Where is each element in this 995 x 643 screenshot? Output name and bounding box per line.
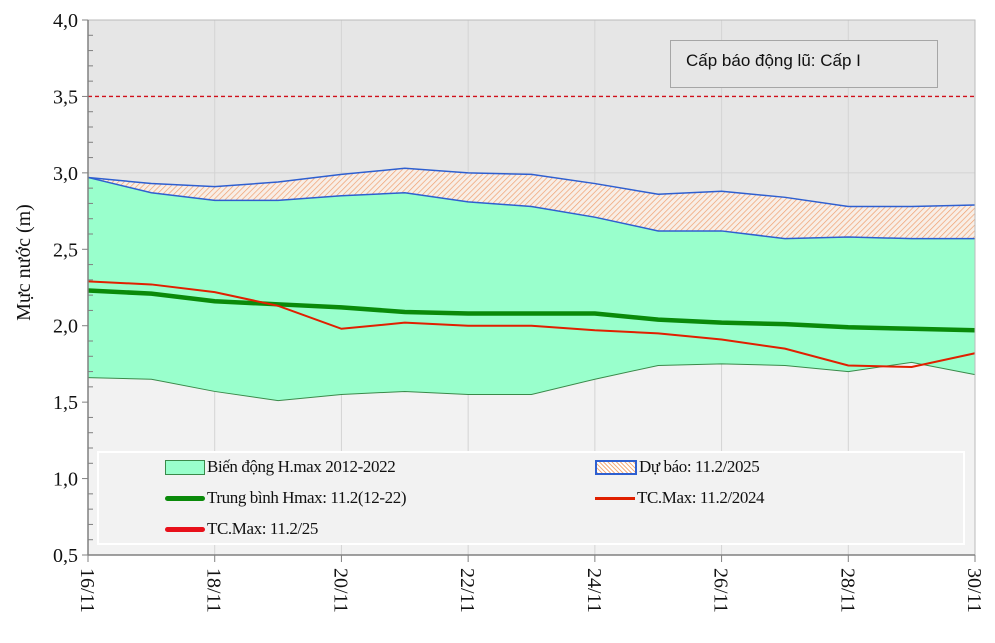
legend-label: Dự báo: 11.2/2025 xyxy=(639,457,760,476)
x-tick-label: 26/11 xyxy=(710,568,732,613)
y-tick-label: 1,5 xyxy=(53,392,78,414)
legend-item-forecast: Dự báo: 11.2/2025 xyxy=(595,457,760,477)
y-tick-label: 0,5 xyxy=(53,545,78,567)
alarm-level-label: Cấp báo động lũ: Cấp I xyxy=(670,40,938,88)
legend-swatch-2024 xyxy=(595,496,635,500)
x-tick-label: 22/11 xyxy=(456,568,478,613)
legend-item-average: Trung bình Hmax: 11.2(12-22) xyxy=(165,488,406,508)
legend-item-2024: TC.Max: 11.2/2024 xyxy=(595,488,765,508)
legend-swatch-forecast xyxy=(595,459,637,475)
legend-swatch-2025 xyxy=(165,526,205,532)
y-tick-label: 4,0 xyxy=(53,10,78,32)
average-hmax-line xyxy=(87,288,976,333)
variation-band-lower-line xyxy=(87,361,976,402)
y-tick-label: 1,0 xyxy=(53,469,78,491)
forecast-area xyxy=(88,168,975,239)
legend-label: TC.Max: 11.2/2024 xyxy=(637,488,765,507)
y-axis-label: Mực nước (m) xyxy=(13,204,35,321)
legend-label: Trung bình Hmax: 11.2(12-22) xyxy=(207,488,407,507)
forecast-upper-line xyxy=(87,167,976,208)
y-tick-label: 3,5 xyxy=(53,86,78,108)
x-tick-label: 28/11 xyxy=(836,568,858,613)
y-tick-label: 3,0 xyxy=(53,163,78,185)
x-tick-label: 16/11 xyxy=(76,568,98,613)
y-tick-label: 2,0 xyxy=(53,316,78,338)
legend-swatch-average xyxy=(165,495,205,501)
y-tick-label: 2,5 xyxy=(53,239,78,261)
legend-item-2025: TC.Max: 11.2/25 xyxy=(165,519,318,539)
legend-swatch-band xyxy=(165,459,205,475)
x-tick-label: 30/11 xyxy=(963,568,985,613)
x-tick-label: 18/11 xyxy=(203,568,225,613)
legend-label: Biến động H.max 2012-2022 xyxy=(207,457,396,476)
x-tick-label: 24/11 xyxy=(583,568,605,613)
forecast-lower-line xyxy=(87,176,975,240)
legend-item-band: Biến động H.max 2012-2022 xyxy=(165,457,396,477)
tc-max-2024-line xyxy=(87,280,976,368)
legend-label: TC.Max: 11.2/25 xyxy=(207,519,318,538)
legend: Biến động H.max 2012-2022 Dự báo: 11.2/2… xyxy=(97,451,965,545)
x-tick-label: 20/11 xyxy=(329,568,351,613)
